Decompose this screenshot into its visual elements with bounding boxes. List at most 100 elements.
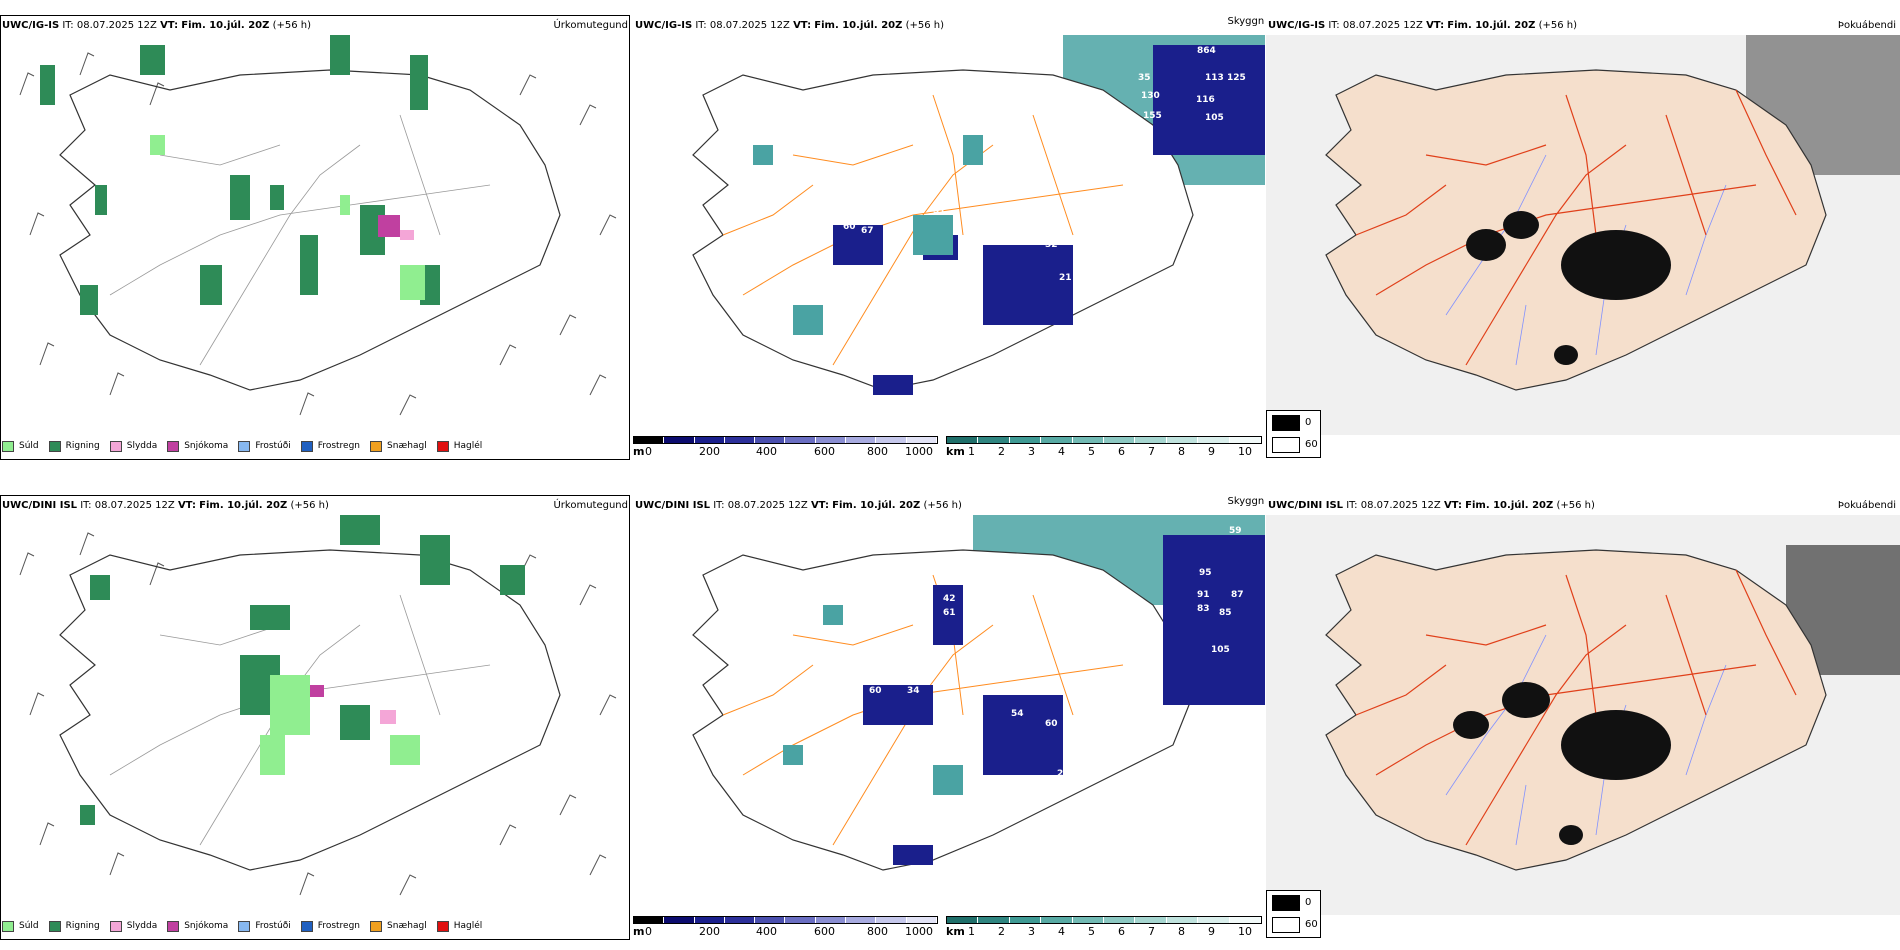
fog-key-light-label: 60	[1305, 439, 1318, 450]
vt-label: VT:	[810, 500, 829, 511]
svg-text:95: 95	[1199, 568, 1212, 578]
fog-key-dark-label: 0	[1305, 417, 1312, 428]
visibility-colorbar: km 1 2 3 4 5 6 7 8 9 10	[946, 436, 1264, 458]
svg-text:98: 98	[883, 284, 896, 294]
legend-item: Rigning	[48, 920, 100, 932]
svg-text:84: 84	[861, 200, 874, 210]
precip-map	[19, 35, 617, 416]
panel-header: UWC/DINI ISL IT: 08.07.2025 12Z VT: Fim.…	[2, 500, 329, 511]
panel-title: Þokuábendi	[1837, 500, 1896, 511]
visibility-tick: 2	[998, 925, 1005, 938]
svg-text:91: 91	[1197, 590, 1210, 600]
visibility-tick: 4	[1058, 925, 1065, 938]
height-unit: m	[633, 925, 645, 938]
panel-title: Skyggni	[1227, 496, 1265, 507]
visibility-tick: 5	[1088, 925, 1095, 938]
svg-text:63: 63	[895, 315, 908, 325]
svg-text:6: 6	[903, 811, 909, 821]
visibility-tick: 1	[968, 445, 975, 458]
lead-time: (+56 h)	[272, 20, 311, 31]
it-label: IT:	[713, 500, 725, 511]
drizzle-areas	[260, 675, 420, 775]
panel-title: Þokuábendi	[1837, 20, 1896, 31]
legend-item: Slydda	[109, 920, 157, 932]
fog-key-dark	[1272, 895, 1300, 911]
model-name: UWC/DINI ISL	[1268, 500, 1344, 511]
model-row-1: UWC/IG-IS IT: 08.07.2025 12Z VT: Fim. 10…	[0, 0, 1900, 460]
legend-item: Frostregn	[300, 440, 360, 452]
visibility-tick: 6	[1118, 445, 1125, 458]
svg-text:83: 83	[1197, 604, 1210, 614]
svg-text:62: 62	[885, 300, 898, 310]
height-tick: 800	[867, 925, 888, 938]
svg-text:60: 60	[869, 686, 882, 696]
visibility-tick: 1	[968, 925, 975, 938]
svg-text:130: 130	[1141, 91, 1160, 101]
height-tick: 600	[814, 445, 835, 458]
fog-key-light-label: 60	[1305, 919, 1318, 930]
svg-text:59: 59	[991, 686, 1004, 696]
svg-text:54: 54	[1011, 709, 1024, 719]
svg-text:113: 113	[1205, 73, 1224, 83]
height-tick: 0	[645, 445, 652, 458]
visibility-colorbar-strip	[946, 436, 1262, 444]
it-label: IT:	[695, 20, 707, 31]
fog-panel: UWC/DINI ISL IT: 08.07.2025 12Z VT: Fim.…	[1266, 480, 1900, 940]
panel-frame	[0, 495, 630, 940]
svg-text:59: 59	[931, 838, 944, 848]
visibility-tick: 6	[1118, 925, 1125, 938]
fog-key-dark-label: 0	[1305, 897, 1312, 908]
teal-patches	[783, 605, 963, 795]
visibility-tick: 9	[1208, 925, 1215, 938]
roads	[109, 114, 491, 366]
height-tick: 200	[699, 445, 720, 458]
fog-key-light	[1272, 437, 1300, 453]
svg-text:53: 53	[849, 700, 862, 710]
svg-text:5: 5	[921, 743, 927, 753]
svg-text:864: 864	[1197, 46, 1216, 56]
it-value: 08.07.2025 12Z	[94, 500, 175, 511]
height-tick: 200	[699, 925, 720, 938]
visibility-tick: 4	[1058, 445, 1065, 458]
legend-item: Slydda	[109, 440, 157, 452]
lead-time: (+56 h)	[1538, 20, 1577, 31]
vt-value: Fim. 10.júl. 20Z	[832, 500, 921, 511]
vt-value: Fim. 10.júl. 20Z	[1465, 500, 1554, 511]
svg-text:105: 105	[1211, 645, 1230, 655]
it-label: IT:	[1346, 500, 1358, 511]
legend-item: Frostúði	[238, 440, 291, 452]
legend-item: Haglél	[436, 440, 482, 452]
svg-text:59: 59	[1229, 526, 1242, 536]
svg-text:125: 125	[1227, 73, 1246, 83]
svg-text:67: 67	[861, 226, 874, 236]
precip-legend: Súld Rigning Slydda Snjókoma Frostúði Fr…	[2, 917, 492, 935]
iceland-land	[1325, 69, 1827, 391]
fog-key: 0 60	[1266, 890, 1321, 938]
iceland-land	[1325, 549, 1827, 871]
vt-value: Fim. 10.júl. 20Z	[814, 20, 903, 31]
visibility-tick: 10	[1238, 445, 1252, 458]
height-colorbar-strip	[633, 916, 938, 924]
svg-text:51: 51	[905, 838, 918, 848]
visibility-colorbar-strip	[946, 916, 1262, 924]
height-tick: 600	[814, 925, 835, 938]
svg-text:35: 35	[1138, 73, 1151, 83]
height-tick: 0	[645, 925, 652, 938]
legend-item: Snæhagl	[370, 440, 427, 452]
svg-text:105: 105	[1205, 113, 1224, 123]
it-value: 08.07.2025 12Z	[727, 500, 808, 511]
it-label: IT:	[80, 500, 92, 511]
legend-item: Frostregn	[300, 920, 360, 932]
svg-text:60: 60	[843, 222, 856, 232]
visibility-tick: 10	[1238, 925, 1252, 938]
snow-area	[378, 215, 400, 237]
precip-map	[19, 515, 617, 896]
panel-title: Úrkomutegund	[553, 20, 628, 31]
svg-text:52: 52	[1045, 240, 1058, 250]
svg-text:73: 73	[993, 209, 1006, 219]
visibility-panel: UWC/DINI ISL IT: 08.07.2025 12Z VT: Fim.…	[633, 480, 1265, 940]
panel-frame	[0, 15, 630, 460]
visibility-tick: 7	[1148, 445, 1155, 458]
vt-value: Fim. 10.júl. 20Z	[181, 20, 270, 31]
wind-barbs	[19, 532, 617, 896]
